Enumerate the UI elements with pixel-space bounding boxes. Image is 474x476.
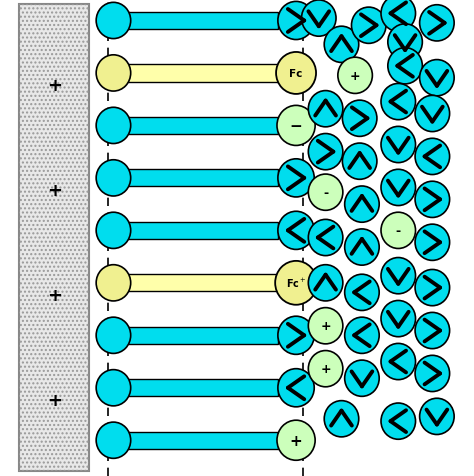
Text: +: + [320,362,331,376]
Circle shape [388,25,422,61]
FancyBboxPatch shape [126,327,278,344]
Circle shape [419,60,454,97]
Circle shape [381,170,416,206]
Text: -: - [396,224,401,238]
Circle shape [324,27,359,63]
Circle shape [381,84,416,120]
Circle shape [415,139,450,175]
Circle shape [308,134,343,170]
Circle shape [345,275,379,311]
FancyBboxPatch shape [19,5,90,471]
Circle shape [308,220,343,256]
Circle shape [278,317,314,355]
Circle shape [388,49,422,85]
Circle shape [277,106,315,146]
Circle shape [415,182,450,218]
Circle shape [278,2,314,40]
Circle shape [381,301,416,337]
Text: +: + [47,286,62,304]
FancyBboxPatch shape [126,118,278,135]
Circle shape [276,53,316,95]
FancyBboxPatch shape [126,432,278,449]
Circle shape [415,270,450,306]
Circle shape [324,401,359,437]
Text: +: + [290,433,302,448]
FancyBboxPatch shape [126,65,278,82]
Circle shape [278,159,314,198]
Circle shape [415,313,450,349]
Circle shape [381,0,416,32]
Circle shape [419,6,454,42]
Circle shape [419,398,454,435]
Circle shape [345,360,379,397]
Circle shape [96,3,131,40]
Circle shape [415,356,450,392]
Circle shape [381,258,416,294]
Circle shape [308,265,343,301]
FancyBboxPatch shape [126,222,278,239]
Circle shape [308,175,343,211]
Circle shape [345,317,379,354]
Circle shape [342,101,377,137]
FancyBboxPatch shape [126,170,278,187]
Circle shape [96,56,131,92]
Text: Fc$^+$: Fc$^+$ [286,277,306,290]
Text: −: − [290,119,302,134]
Text: Fc: Fc [289,69,303,79]
Circle shape [96,213,131,249]
Circle shape [96,108,131,144]
Text: +: + [320,319,331,333]
Text: +: + [47,181,62,199]
Circle shape [96,370,131,406]
Circle shape [96,160,131,197]
FancyBboxPatch shape [126,13,278,30]
Circle shape [278,212,314,250]
Circle shape [352,8,386,44]
Circle shape [381,344,416,380]
Circle shape [345,229,379,266]
Circle shape [415,225,450,261]
Circle shape [277,420,315,460]
Circle shape [301,1,336,37]
Text: +: + [47,77,62,95]
Circle shape [96,422,131,458]
Text: +: + [350,69,360,83]
Circle shape [381,403,416,439]
Circle shape [338,58,373,94]
Circle shape [381,213,416,249]
FancyBboxPatch shape [126,379,278,397]
FancyBboxPatch shape [126,275,278,292]
Circle shape [345,187,379,223]
Circle shape [308,308,343,344]
Circle shape [275,261,317,305]
Text: +: + [47,391,62,409]
Circle shape [381,127,416,163]
Circle shape [308,91,343,128]
Circle shape [415,96,450,132]
Circle shape [342,144,377,180]
Text: -: - [323,186,328,199]
Circle shape [278,369,314,407]
Circle shape [96,265,131,301]
Circle shape [96,317,131,354]
Circle shape [308,351,343,387]
